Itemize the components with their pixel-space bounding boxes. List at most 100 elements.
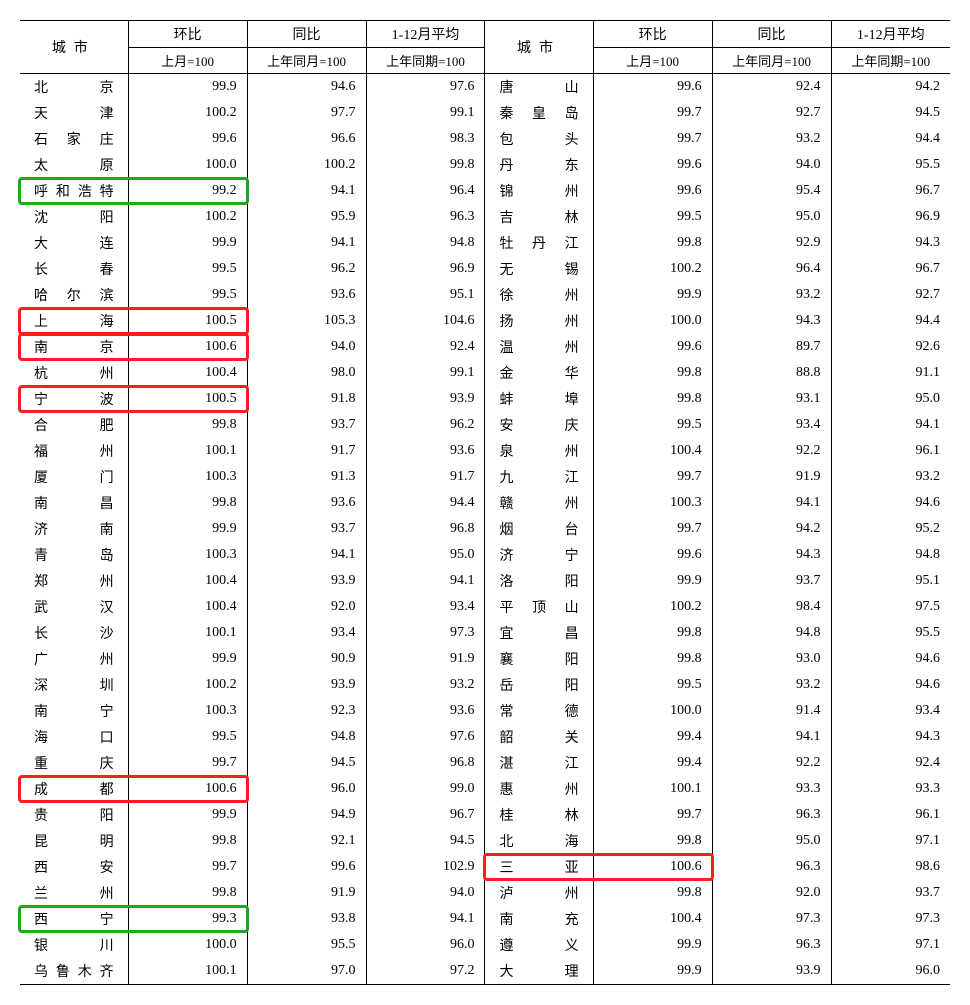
table-row: 武汉100.492.093.4平顶山100.298.497.5 (20, 594, 950, 620)
value-cell: 94.1 (712, 490, 831, 516)
value-cell: 88.8 (712, 360, 831, 386)
value-cell: 95.5 (247, 932, 366, 958)
value-cell: 100.3 (593, 490, 712, 516)
value-cell: 96.3 (712, 932, 831, 958)
header-group2-left: 同比 (247, 21, 366, 48)
value-cell: 99.9 (128, 74, 247, 101)
table-row: 乌鲁木齐100.197.097.2大理99.993.996.0 (20, 958, 950, 985)
value-cell: 97.3 (366, 620, 485, 646)
city-cell: 包头 (485, 126, 593, 152)
city-cell: 平顶山 (485, 594, 593, 620)
value-cell: 96.8 (366, 750, 485, 776)
header-sub2-right: 上年同月=100 (712, 48, 831, 74)
value-cell: 99.8 (128, 490, 247, 516)
value-cell: 96.3 (366, 204, 485, 230)
value-cell: 99.9 (128, 646, 247, 672)
value-cell: 99.6 (593, 542, 712, 568)
value-cell: 93.3 (712, 776, 831, 802)
table-row: 杭州100.498.099.1金华99.888.891.1 (20, 360, 950, 386)
city-cell: 蚌埠 (485, 386, 593, 412)
value-cell: 93.2 (831, 464, 950, 490)
value-cell: 94.6 (831, 646, 950, 672)
value-cell: 100.0 (593, 698, 712, 724)
value-cell: 94.3 (712, 308, 831, 334)
value-cell: 93.7 (831, 880, 950, 906)
value-cell: 94.8 (712, 620, 831, 646)
city-cell: 秦皇岛 (485, 100, 593, 126)
city-cell: 遵义 (485, 932, 593, 958)
value-cell: 99.7 (593, 100, 712, 126)
value-cell: 91.7 (366, 464, 485, 490)
city-cell: 杭州 (20, 360, 128, 386)
table-row: 济南99.993.796.8烟台99.794.295.2 (20, 516, 950, 542)
value-cell: 94.6 (247, 74, 366, 101)
value-cell: 94.6 (831, 672, 950, 698)
value-cell: 99.0 (366, 776, 485, 802)
value-cell: 91.1 (831, 360, 950, 386)
value-cell: 96.1 (831, 802, 950, 828)
value-cell: 94.3 (712, 542, 831, 568)
value-cell: 99.8 (593, 620, 712, 646)
city-cell: 惠州 (485, 776, 593, 802)
city-cell: 南昌 (20, 490, 128, 516)
city-cell: 济宁 (485, 542, 593, 568)
value-cell: 93.4 (831, 698, 950, 724)
value-cell: 94.1 (831, 412, 950, 438)
city-cell: 泸州 (485, 880, 593, 906)
table-row: 贵阳99.994.996.7桂林99.796.396.1 (20, 802, 950, 828)
city-cell: 赣州 (485, 490, 593, 516)
header-sub1-right: 上月=100 (593, 48, 712, 74)
value-cell: 94.4 (366, 490, 485, 516)
city-cell: 常德 (485, 698, 593, 724)
city-cell: 武汉 (20, 594, 128, 620)
value-cell: 96.4 (712, 256, 831, 282)
value-cell: 100.6 (128, 334, 247, 360)
value-cell: 95.9 (247, 204, 366, 230)
value-cell: 94.1 (247, 542, 366, 568)
table-row: 宁波100.591.893.9蚌埠99.893.195.0 (20, 386, 950, 412)
header-city-right: 城市 (485, 21, 593, 74)
table-row: 银川100.095.596.0遵义99.996.397.1 (20, 932, 950, 958)
value-cell: 99.5 (128, 256, 247, 282)
city-cell: 无锡 (485, 256, 593, 282)
table-row: 天津100.297.799.1秦皇岛99.792.794.5 (20, 100, 950, 126)
value-cell: 92.6 (831, 334, 950, 360)
value-cell: 95.0 (712, 204, 831, 230)
value-cell: 93.2 (366, 672, 485, 698)
city-cell: 宁波 (20, 386, 128, 412)
city-cell: 北京 (20, 74, 128, 101)
city-cell: 郑州 (20, 568, 128, 594)
value-cell: 97.1 (831, 932, 950, 958)
city-cell: 韶关 (485, 724, 593, 750)
city-cell: 南京 (20, 334, 128, 360)
value-cell: 91.8 (247, 386, 366, 412)
value-cell: 93.9 (247, 672, 366, 698)
value-cell: 98.6 (831, 854, 950, 880)
value-cell: 100.3 (128, 698, 247, 724)
value-cell: 96.9 (366, 256, 485, 282)
value-cell: 104.6 (366, 308, 485, 334)
value-cell: 99.7 (593, 516, 712, 542)
value-cell: 96.2 (366, 412, 485, 438)
value-cell: 92.4 (831, 750, 950, 776)
value-cell: 99.8 (593, 880, 712, 906)
header-sub3-left: 上年同期=100 (366, 48, 485, 74)
value-cell: 93.6 (366, 698, 485, 724)
value-cell: 100.2 (593, 594, 712, 620)
header-sub1-left: 上月=100 (128, 48, 247, 74)
value-cell: 95.0 (831, 386, 950, 412)
value-cell: 99.6 (593, 74, 712, 101)
value-cell: 99.8 (128, 828, 247, 854)
value-cell: 99.8 (128, 880, 247, 906)
value-cell: 94.6 (831, 490, 950, 516)
value-cell: 99.1 (366, 100, 485, 126)
value-cell: 99.4 (593, 750, 712, 776)
city-cell: 烟台 (485, 516, 593, 542)
value-cell: 97.1 (831, 828, 950, 854)
value-cell: 98.3 (366, 126, 485, 152)
value-cell: 91.3 (247, 464, 366, 490)
value-cell: 99.8 (593, 230, 712, 256)
table-row: 南昌99.893.694.4赣州100.394.194.6 (20, 490, 950, 516)
table-row: 深圳100.293.993.2岳阳99.593.294.6 (20, 672, 950, 698)
value-cell: 94.1 (366, 568, 485, 594)
